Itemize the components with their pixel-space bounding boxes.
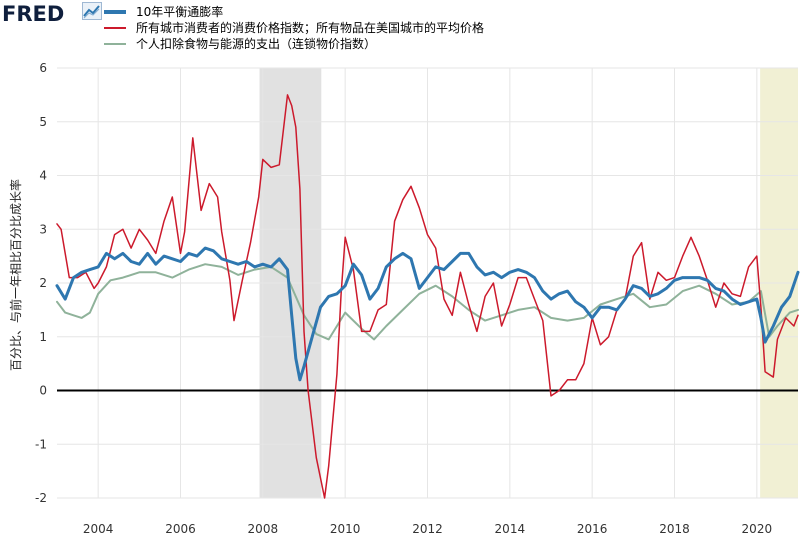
chart-header: FRED 10年平衡通膨率所有城市消费者的消费价格指数；所有物品在美国城市的平均… — [0, 0, 800, 62]
series-line-2 — [56, 263, 799, 341]
y-tick-label: 6 — [39, 61, 47, 75]
x-tick-label: 2016 — [577, 522, 608, 536]
legend-label: 个人扣除食物与能源的支出（连锁物价指数） — [136, 37, 377, 51]
x-tick-label: 2006 — [165, 522, 196, 536]
y-axis-label: 百分比、与前一年相比百分比成长率 — [8, 179, 23, 371]
y-tick-label: 2 — [39, 276, 47, 290]
y-tick-label: 0 — [39, 384, 47, 398]
legend-swatch — [104, 27, 126, 29]
fred-chart-icon — [82, 2, 102, 20]
series-line-1 — [56, 94, 799, 499]
series-line-0 — [55, 246, 800, 382]
fred-logo: FRED — [2, 2, 65, 26]
legend-label: 所有城市消费者的消费价格指数；所有物品在美国城市的平均价格 — [136, 21, 485, 35]
y-tick-label: 1 — [39, 330, 47, 344]
x-tick-label: 2004 — [83, 522, 114, 536]
x-tick-label: 2014 — [495, 522, 526, 536]
x-tick-label: 2018 — [659, 522, 690, 536]
x-tick-label: 2008 — [248, 522, 279, 536]
y-tick-label: -2 — [35, 491, 47, 505]
x-tick-label: 2012 — [412, 522, 443, 536]
x-tick-label: 2010 — [330, 522, 361, 536]
legend-swatch — [104, 43, 126, 45]
y-tick-label: -1 — [35, 437, 47, 451]
legend-swatch — [104, 10, 126, 14]
y-tick-label: 5 — [39, 115, 47, 129]
y-tick-label: 4 — [39, 169, 47, 183]
x-tick-label: 2020 — [742, 522, 773, 536]
y-tick-label: 3 — [39, 222, 47, 236]
legend-label: 10年平衡通膨率 — [136, 5, 224, 19]
